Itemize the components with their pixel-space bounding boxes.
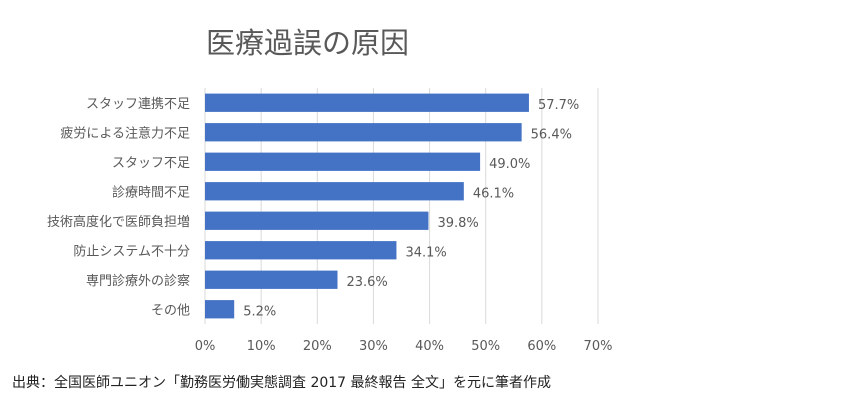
x-tick-label: 0% bbox=[195, 339, 216, 354]
data-label: 49.0% bbox=[489, 157, 530, 172]
x-tick-label: 40% bbox=[415, 339, 444, 354]
data-label: 39.8% bbox=[437, 216, 478, 231]
data-label: 46.1% bbox=[473, 186, 514, 201]
x-tick-label: 60% bbox=[527, 339, 556, 354]
bar bbox=[205, 300, 235, 319]
bar bbox=[205, 152, 481, 171]
x-tick-label: 30% bbox=[359, 339, 388, 354]
data-label: 23.6% bbox=[346, 275, 387, 290]
category-label: 技術高度化で医師負担増 bbox=[47, 214, 190, 230]
x-tick-label: 50% bbox=[471, 339, 500, 354]
source-note: 出典：全国医師ユニオン「勤務医労働実態調査 2017 最終報告 全文」を元に筆者… bbox=[12, 375, 551, 391]
category-label: スタッフ連携不足 bbox=[86, 96, 190, 112]
bar bbox=[205, 270, 338, 289]
category-label: 防止システム不十分 bbox=[73, 243, 190, 259]
chart-title: 医療過誤の原因 bbox=[206, 26, 410, 60]
x-tick-label: 70% bbox=[584, 339, 613, 354]
category-label: その他 bbox=[151, 303, 190, 318]
x-tick-label: 10% bbox=[247, 339, 276, 354]
category-label: 診療時間不足 bbox=[112, 184, 190, 200]
data-label: 5.2% bbox=[243, 304, 276, 319]
category-label: 疲労による注意力不足 bbox=[60, 125, 190, 141]
bar bbox=[205, 93, 529, 112]
category-label: 専門診療外の診察 bbox=[86, 273, 190, 289]
data-label: 34.1% bbox=[405, 245, 446, 260]
data-label: 57.7% bbox=[538, 98, 579, 113]
data-label: 56.4% bbox=[531, 127, 572, 142]
bar bbox=[205, 182, 464, 201]
bar bbox=[205, 211, 429, 230]
x-tick-label: 20% bbox=[303, 339, 332, 354]
bar bbox=[205, 241, 397, 260]
bar bbox=[205, 123, 522, 142]
category-label: スタッフ不足 bbox=[112, 156, 190, 171]
